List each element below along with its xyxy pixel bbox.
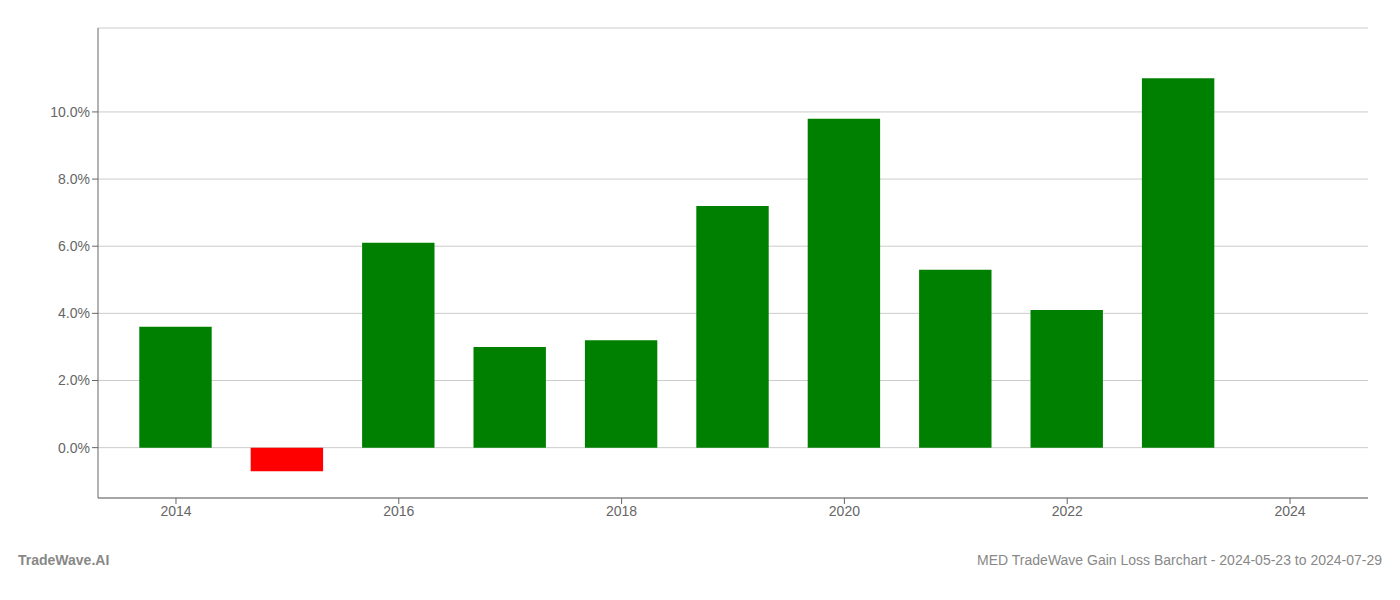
svg-text:2014: 2014: [160, 503, 191, 519]
svg-text:2018: 2018: [606, 503, 637, 519]
svg-text:2020: 2020: [829, 503, 860, 519]
svg-text:2024: 2024: [1274, 503, 1305, 519]
svg-text:0.0%: 0.0%: [58, 440, 90, 456]
svg-text:10.0%: 10.0%: [50, 104, 90, 120]
svg-text:2.0%: 2.0%: [58, 372, 90, 388]
svg-text:2022: 2022: [1052, 503, 1083, 519]
html-text:TradeWave.AI: TradeWave.AI: [18, 552, 110, 568]
html-text:MED TradeWave Gain Loss Barcha: MED TradeWave Gain Loss Barchart - 2024-…: [977, 552, 1382, 568]
svg-text:6.0%: 6.0%: [58, 238, 90, 254]
svg-text:8.0%: 8.0%: [58, 171, 90, 187]
svg-text:2016: 2016: [383, 503, 414, 519]
svg-text:4.0%: 4.0%: [58, 305, 90, 321]
